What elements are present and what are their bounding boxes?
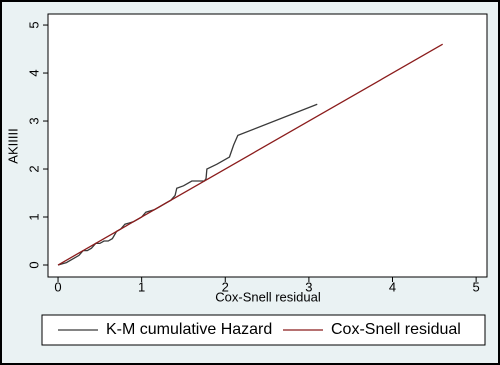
x-tick-label: 3 — [305, 279, 312, 294]
series-line — [57, 103, 318, 266]
x-tick-label: 5 — [473, 279, 480, 294]
x-tick-label: 4 — [389, 279, 396, 294]
legend — [41, 314, 486, 346]
x-tick-label: 1 — [138, 279, 145, 294]
x-tick-label: 2 — [222, 279, 229, 294]
y-tick-label: 4 — [26, 69, 41, 76]
x-tick-label: 0 — [54, 279, 61, 294]
x-axis-label: Cox-Snell residual — [215, 289, 321, 304]
y-tick-label: 1 — [26, 213, 41, 220]
legend-label: K-M cumulative Hazard — [106, 321, 272, 338]
y-tick-label: 2 — [26, 165, 41, 172]
y-tick-label: 5 — [26, 21, 41, 28]
series-line — [57, 43, 444, 266]
y-tick-label: 3 — [26, 117, 41, 124]
legend-label: Cox-Snell residual — [331, 321, 461, 338]
y-axis-label: AKIIIII — [5, 128, 20, 163]
y-tick-label: 0 — [26, 261, 41, 268]
